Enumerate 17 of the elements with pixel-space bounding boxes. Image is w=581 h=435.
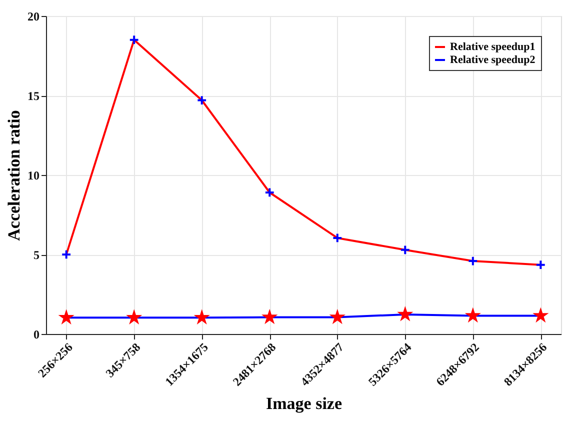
legend-label: Relative speedup2 [450,54,536,66]
x-axis-title: Image size [266,394,342,414]
legend-label: Relative speedup1 [450,41,536,53]
point [468,256,478,266]
y-tick-label: 20 [28,10,40,24]
y-tick-label: 5 [34,248,40,262]
point [196,95,208,106]
point [400,244,410,256]
point [61,249,72,260]
point [535,260,546,270]
point [332,232,343,244]
y-tick-label: 0 [34,328,40,342]
y-tick-label: 10 [28,168,40,182]
point [128,34,140,46]
y-tick-label: 15 [28,89,40,103]
y-axis-title: Acceleration ratio [4,110,24,241]
point [264,187,275,198]
